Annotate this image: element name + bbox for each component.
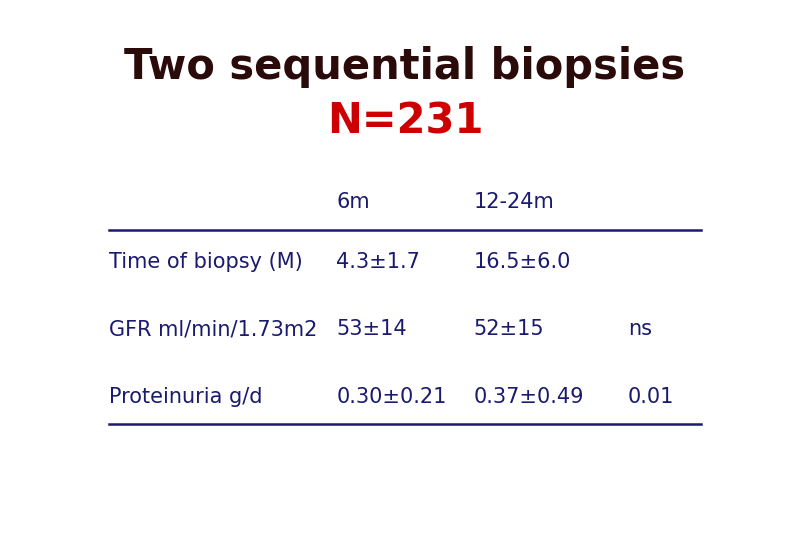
Text: ns: ns (628, 319, 652, 340)
Text: 0.01: 0.01 (628, 387, 674, 407)
Text: Time of biopsy (M): Time of biopsy (M) (109, 252, 303, 272)
Text: 0.37±0.49: 0.37±0.49 (474, 387, 584, 407)
Text: 53±14: 53±14 (336, 319, 407, 340)
Text: 4.3±1.7: 4.3±1.7 (336, 252, 420, 272)
Text: N=231: N=231 (326, 100, 484, 143)
Text: Two sequential biopsies: Two sequential biopsies (125, 46, 685, 89)
Text: 52±15: 52±15 (474, 319, 544, 340)
Text: 0.30±0.21: 0.30±0.21 (336, 387, 446, 407)
Text: GFR ml/min/1.73m2: GFR ml/min/1.73m2 (109, 319, 318, 340)
Text: Proteinuria g/d: Proteinuria g/d (109, 387, 263, 407)
Text: 16.5±6.0: 16.5±6.0 (474, 252, 571, 272)
Text: 12-24m: 12-24m (474, 192, 555, 213)
Text: 6m: 6m (336, 192, 370, 213)
